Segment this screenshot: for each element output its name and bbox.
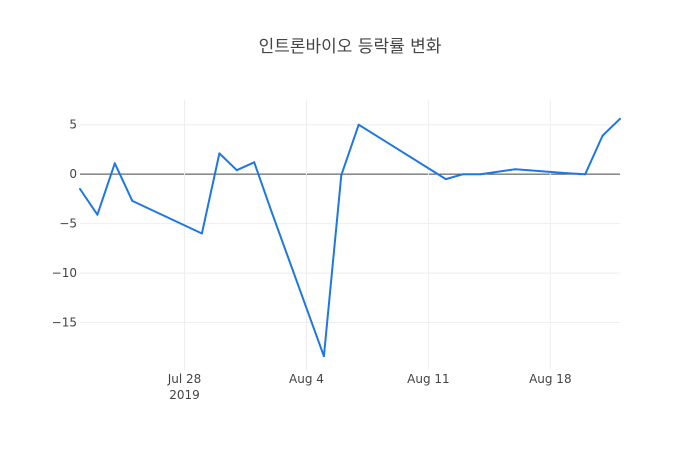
data-point	[601, 134, 604, 137]
data-point	[619, 117, 621, 120]
data-point	[131, 199, 134, 202]
data-point	[270, 210, 273, 213]
y-tick-label: 0	[69, 167, 77, 181]
y-tick-label: 5	[69, 118, 77, 132]
x-tick-sublabel: 2019	[169, 388, 200, 402]
data-point	[566, 172, 569, 175]
data-point	[253, 161, 256, 164]
data-point	[357, 123, 360, 126]
data-point	[96, 213, 99, 216]
chart-title: 인트론바이오 등락률 변화	[258, 37, 442, 57]
data-point	[479, 173, 482, 176]
data-point	[462, 173, 465, 176]
data-point	[514, 168, 517, 171]
x-tick-label: Jul 28	[167, 372, 202, 386]
gridlines	[80, 100, 620, 370]
data-point	[113, 162, 116, 165]
x-tick-label: Aug 18	[529, 372, 572, 386]
y-tick-label: −10	[52, 266, 77, 280]
data-point	[340, 174, 343, 177]
data-point	[444, 178, 447, 181]
y-tick-label: −5	[59, 217, 77, 231]
data-point	[79, 188, 81, 190]
data-point	[584, 173, 587, 176]
data-point	[200, 232, 203, 235]
data-point	[218, 152, 221, 155]
data-point	[235, 169, 238, 172]
x-tick-label: Aug 11	[407, 372, 450, 386]
x-tick-label: Aug 4	[289, 372, 324, 386]
data-point	[322, 355, 325, 358]
series-layer	[79, 117, 621, 358]
series-line	[79, 118, 621, 358]
y-tick-label: −15	[52, 316, 77, 330]
axis-ticks: 5 0 −5 −10 −15 Jul 28 2019 Aug 4 Aug 11 Aug 18	[52, 118, 572, 402]
